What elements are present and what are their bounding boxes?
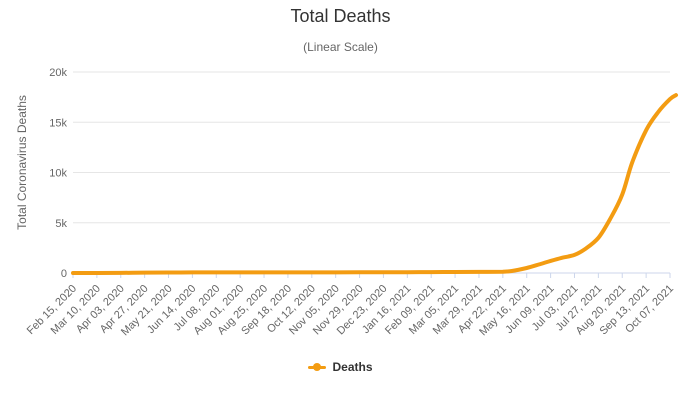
y-tick-label: 20k: [49, 67, 67, 79]
legend-label: Deaths: [332, 360, 373, 374]
legend-swatch-icon: [308, 362, 327, 372]
legend: Deaths: [0, 360, 681, 374]
y-axis-label: Total Coronavirus Deaths: [15, 95, 29, 230]
chart-subtitle: (Linear Scale): [303, 40, 378, 54]
y-tick-label: 15k: [49, 117, 67, 129]
chart-title: Total Deaths: [290, 6, 391, 26]
legend-item-deaths[interactable]: Deaths: [308, 360, 373, 374]
series-line-deaths: [71, 93, 678, 275]
y-tick-label: 0: [61, 268, 67, 280]
y-tick-label: 5k: [55, 218, 67, 230]
y-tick-label: 10k: [49, 168, 67, 180]
